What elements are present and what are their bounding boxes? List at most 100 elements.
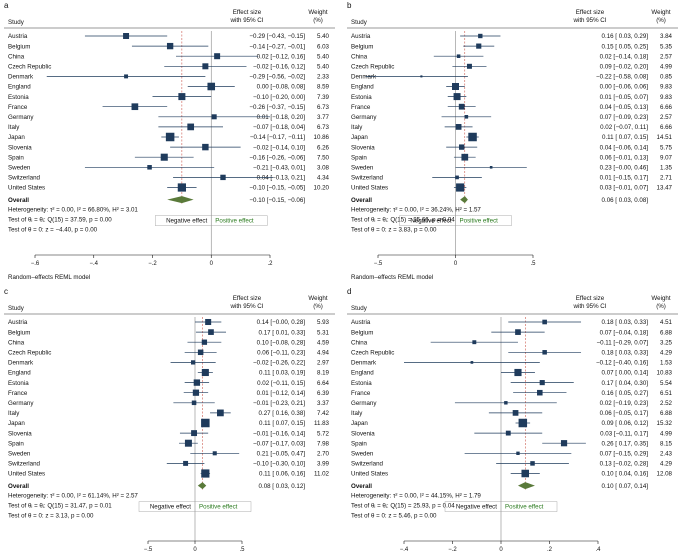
study-weight: 8.59 bbox=[317, 84, 330, 91]
study-weight: 6.66 bbox=[660, 124, 673, 131]
study-marker bbox=[201, 469, 210, 478]
study-marker bbox=[458, 103, 465, 110]
study-ci: 0.07 [−0.04, 0.18] bbox=[600, 329, 649, 336]
study-name: Italy bbox=[8, 410, 20, 417]
study-ci: 0.00 [−0.08, 0.08] bbox=[257, 84, 306, 91]
heterogeneity-note: Test of θᵢ = θⱼ: Q(15) = 25.66, p = 0.04 bbox=[351, 217, 455, 224]
study-weight: 2.57 bbox=[660, 114, 673, 121]
study-weight: 3.99 bbox=[317, 461, 330, 468]
study-name: Sweden bbox=[351, 165, 374, 172]
overall-label: Overall bbox=[351, 483, 372, 490]
heterogeneity-note: Heterogeneity: τ² = 0.00, I² = 66.80%, H… bbox=[8, 207, 138, 214]
study-ci: −0.22 [−0.58, 0.08] bbox=[596, 74, 648, 81]
header-study: Study bbox=[351, 305, 368, 312]
header-study: Study bbox=[8, 19, 25, 26]
panel-label: d bbox=[347, 287, 351, 296]
study-ci: 0.01 [−0.18, 0.20] bbox=[257, 114, 306, 121]
overall-diamond bbox=[460, 196, 468, 204]
study-marker bbox=[183, 460, 189, 466]
study-name: Switzerland bbox=[351, 175, 384, 182]
overall-label: Overall bbox=[351, 197, 372, 204]
study-marker bbox=[177, 183, 186, 192]
study-weight: 6.73 bbox=[317, 104, 330, 111]
study-marker bbox=[192, 389, 200, 396]
x-tick-label: .2 bbox=[267, 261, 273, 267]
study-weight: 4.99 bbox=[660, 430, 673, 437]
study-ci: 0.14 [−0.00, 0.28] bbox=[257, 319, 306, 326]
study-marker bbox=[166, 42, 174, 50]
x-tick-label: −.4 bbox=[89, 261, 98, 267]
study-marker bbox=[512, 410, 519, 416]
header-weight: Weight bbox=[308, 9, 327, 16]
study-ci: 0.02 [−0.19, 0.23] bbox=[600, 400, 649, 407]
study-name: Spain bbox=[351, 440, 367, 447]
study-weight: 5.40 bbox=[317, 53, 330, 60]
study-ci: −0.01 [−0.23, 0.21] bbox=[253, 400, 305, 407]
study-marker bbox=[211, 114, 217, 120]
study-ci: 0.00 [−0.06, 0.06] bbox=[600, 84, 649, 91]
study-ci: −0.16 [−0.26, −0.06] bbox=[249, 154, 305, 161]
header-weight: Weight bbox=[651, 9, 670, 16]
panel-label: a bbox=[4, 1, 9, 10]
study-ci: 0.01 [−0.15, 0.17] bbox=[600, 175, 649, 182]
x-tick-label: 0 bbox=[193, 547, 197, 553]
study-marker bbox=[197, 349, 204, 356]
study-name: Japan bbox=[8, 420, 25, 427]
x-tick-label: −.4 bbox=[400, 547, 409, 553]
study-ci: 0.11 [ 0.07, 0.15] bbox=[602, 134, 648, 141]
study-marker bbox=[217, 409, 224, 417]
study-marker bbox=[518, 418, 528, 428]
heterogeneity-note: Heterogeneity: τ² = 0.00, I² = 61.14%, H… bbox=[8, 493, 138, 500]
study-marker bbox=[207, 82, 216, 91]
overall-ci: 0.10 [ 0.07, 0.14] bbox=[602, 483, 649, 490]
study-marker bbox=[542, 319, 547, 325]
study-ci: 0.17 [ 0.04, 0.30] bbox=[602, 380, 649, 387]
study-marker bbox=[456, 183, 465, 192]
study-marker bbox=[201, 339, 208, 345]
study-weight: 9.07 bbox=[660, 154, 673, 161]
overall-diamond bbox=[517, 482, 535, 490]
study-marker bbox=[214, 53, 221, 60]
study-marker bbox=[560, 440, 568, 447]
study-name: China bbox=[8, 53, 25, 60]
study-weight: 6.26 bbox=[317, 144, 330, 151]
study-marker bbox=[452, 83, 459, 90]
negative-effect-label: Negative effect bbox=[410, 218, 451, 225]
study-marker bbox=[455, 124, 462, 130]
overall-diamond bbox=[197, 482, 207, 490]
study-weight: 5.31 bbox=[317, 329, 330, 336]
study-marker bbox=[220, 174, 226, 181]
study-name: Switzerland bbox=[351, 461, 384, 468]
study-name: Sweden bbox=[8, 451, 31, 458]
study-name: China bbox=[351, 53, 368, 60]
study-name: United States bbox=[351, 185, 388, 192]
study-weight: 3.84 bbox=[660, 33, 673, 40]
header-weight: Weight bbox=[308, 295, 327, 302]
study-marker bbox=[514, 368, 522, 377]
x-tick-label: .5 bbox=[530, 261, 536, 267]
study-marker bbox=[466, 63, 472, 69]
study-ci: −0.26 [−0.37, −0.15] bbox=[249, 104, 305, 111]
study-marker bbox=[464, 115, 469, 119]
effect-direction-box bbox=[138, 501, 252, 512]
study-ci: −0.12 [−0.40, 0.16] bbox=[596, 360, 648, 367]
study-marker bbox=[472, 340, 477, 345]
study-weight: 9.83 bbox=[660, 94, 673, 101]
study-marker bbox=[461, 153, 469, 161]
study-name: Slovenia bbox=[8, 430, 32, 437]
x-tick-label: .4 bbox=[595, 547, 601, 553]
effect-direction-box bbox=[444, 501, 558, 512]
study-ci: 0.01 [−0.12, 0.14] bbox=[257, 390, 306, 397]
study-name: United States bbox=[8, 471, 45, 478]
study-ci: 0.07 [ 0.00, 0.14] bbox=[602, 370, 649, 377]
study-name: China bbox=[8, 339, 25, 346]
study-ci: 0.13 [−0.02, 0.28] bbox=[600, 461, 649, 468]
study-marker bbox=[470, 361, 474, 364]
study-name: France bbox=[351, 104, 371, 111]
study-weight: 6.73 bbox=[317, 124, 330, 131]
study-name: Spain bbox=[8, 154, 24, 161]
study-marker bbox=[147, 165, 152, 170]
study-marker bbox=[124, 74, 129, 79]
